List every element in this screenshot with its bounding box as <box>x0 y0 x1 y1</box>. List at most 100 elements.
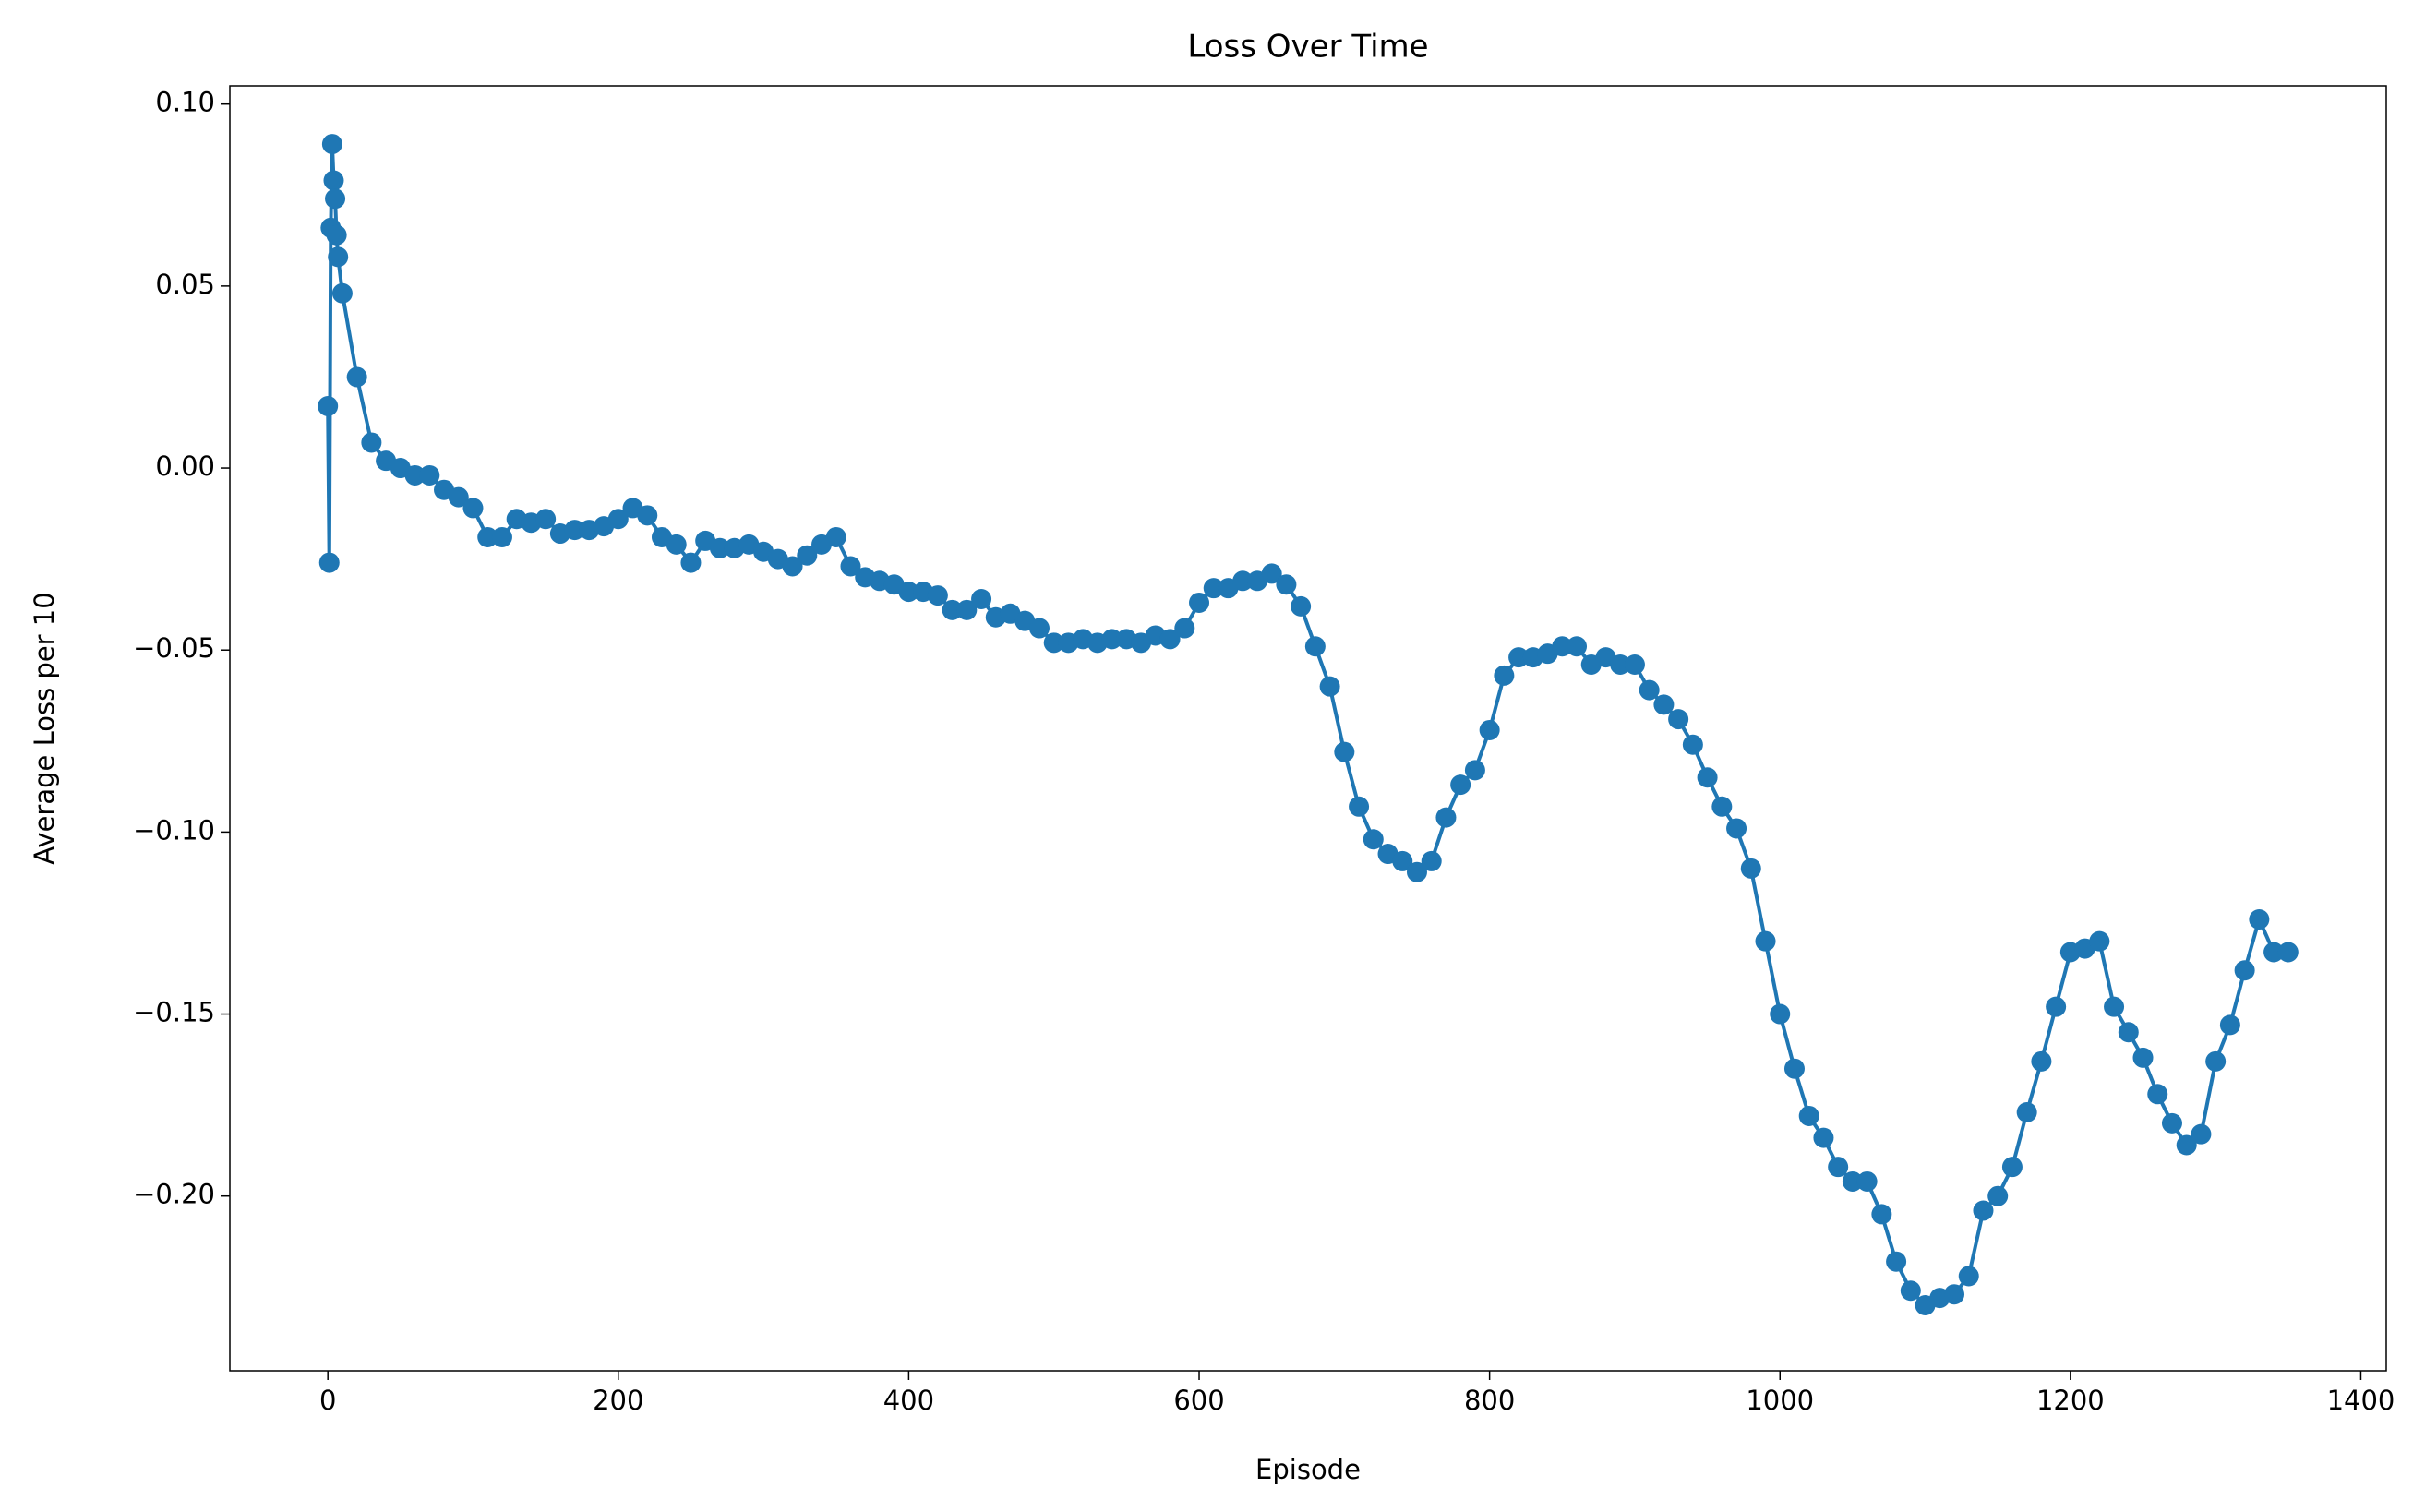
point <box>2234 960 2255 981</box>
y-tick-label: −0.15 <box>133 997 215 1028</box>
point <box>2277 942 2299 963</box>
point <box>1770 1003 1791 1025</box>
point <box>709 537 730 558</box>
point <box>1697 767 1718 788</box>
point <box>1900 1280 1921 1302</box>
y-tick-label: −0.20 <box>133 1179 215 1210</box>
point <box>1363 829 1384 850</box>
point <box>2001 1157 2023 1178</box>
x-tick-label: 800 <box>1464 1385 1515 1416</box>
point <box>2176 1134 2197 1156</box>
point <box>331 282 353 304</box>
point <box>2089 930 2110 952</box>
point <box>1304 636 1326 657</box>
point <box>1291 595 1312 617</box>
point <box>2104 996 2125 1017</box>
point <box>2249 909 2270 930</box>
point <box>1479 719 1500 740</box>
point <box>2147 1084 2168 1105</box>
point <box>1421 850 1442 871</box>
point <box>564 520 585 541</box>
point <box>1740 858 1761 879</box>
point <box>797 545 818 566</box>
point <box>404 464 426 486</box>
point <box>1450 774 1471 796</box>
y-tick-label: 0.00 <box>155 450 215 482</box>
point <box>1189 592 1210 613</box>
line <box>326 142 2288 1308</box>
point <box>1203 578 1224 599</box>
point <box>898 582 919 603</box>
point <box>1043 632 1064 654</box>
point <box>1435 807 1457 828</box>
point <box>477 526 498 547</box>
point <box>971 589 992 610</box>
x-tick-label: 1400 <box>2327 1385 2395 1416</box>
point <box>1508 647 1530 668</box>
point <box>1334 741 1355 762</box>
point <box>2263 942 2285 963</box>
point <box>1871 1204 1892 1225</box>
point <box>1653 694 1675 715</box>
point <box>2191 1123 2212 1145</box>
point <box>1973 1200 1994 1221</box>
point <box>1610 654 1631 675</box>
point <box>1101 629 1122 650</box>
point <box>2205 1050 2227 1072</box>
point <box>325 188 346 210</box>
point <box>361 432 382 453</box>
point <box>1028 618 1050 639</box>
point <box>1842 1170 1863 1192</box>
point <box>1813 1127 1834 1148</box>
point <box>1639 679 1660 701</box>
y-tick-label: 0.10 <box>155 87 215 118</box>
point <box>326 224 347 246</box>
point <box>491 526 512 547</box>
point <box>2016 1102 2037 1123</box>
y-tick-label: −0.10 <box>133 814 215 846</box>
point <box>1726 818 1747 839</box>
point <box>1624 654 1645 675</box>
point <box>1319 676 1340 697</box>
y-tick-label: −0.05 <box>133 632 215 664</box>
point <box>2118 1022 2139 1043</box>
point <box>448 486 469 508</box>
x-tick-label: 1200 <box>2036 1385 2105 1416</box>
point <box>1232 570 1254 592</box>
point <box>1349 796 1370 817</box>
point <box>323 170 344 191</box>
point <box>2031 1050 2052 1072</box>
point <box>1798 1105 1819 1126</box>
point <box>318 552 340 573</box>
chart-title: Loss Over Time <box>1187 29 1428 66</box>
point <box>956 599 978 620</box>
x-tick-label: 0 <box>319 1385 336 1416</box>
point <box>1755 930 1776 952</box>
point <box>637 505 658 526</box>
x-tick-label: 200 <box>593 1385 643 1416</box>
point <box>1276 574 1297 595</box>
plot-frame <box>229 85 2387 1372</box>
point <box>1987 1185 2009 1206</box>
point <box>462 498 484 519</box>
point <box>1261 563 1282 584</box>
point <box>1159 629 1181 650</box>
point <box>1406 861 1427 882</box>
point <box>782 556 803 577</box>
point <box>1944 1284 1965 1305</box>
point <box>535 509 557 530</box>
x-axis-label: Episode <box>1255 1454 1361 1485</box>
point <box>2161 1112 2182 1134</box>
point <box>1567 636 1588 657</box>
point <box>1668 709 1689 730</box>
y-tick-label: 0.05 <box>155 269 215 300</box>
point <box>1783 1058 1805 1079</box>
point <box>1856 1170 1878 1192</box>
point <box>1392 850 1413 871</box>
x-tick-label: 600 <box>1173 1385 1224 1416</box>
point <box>840 556 861 577</box>
point <box>942 599 963 620</box>
x-tick-label: 1000 <box>1746 1385 1814 1416</box>
point <box>825 526 846 547</box>
